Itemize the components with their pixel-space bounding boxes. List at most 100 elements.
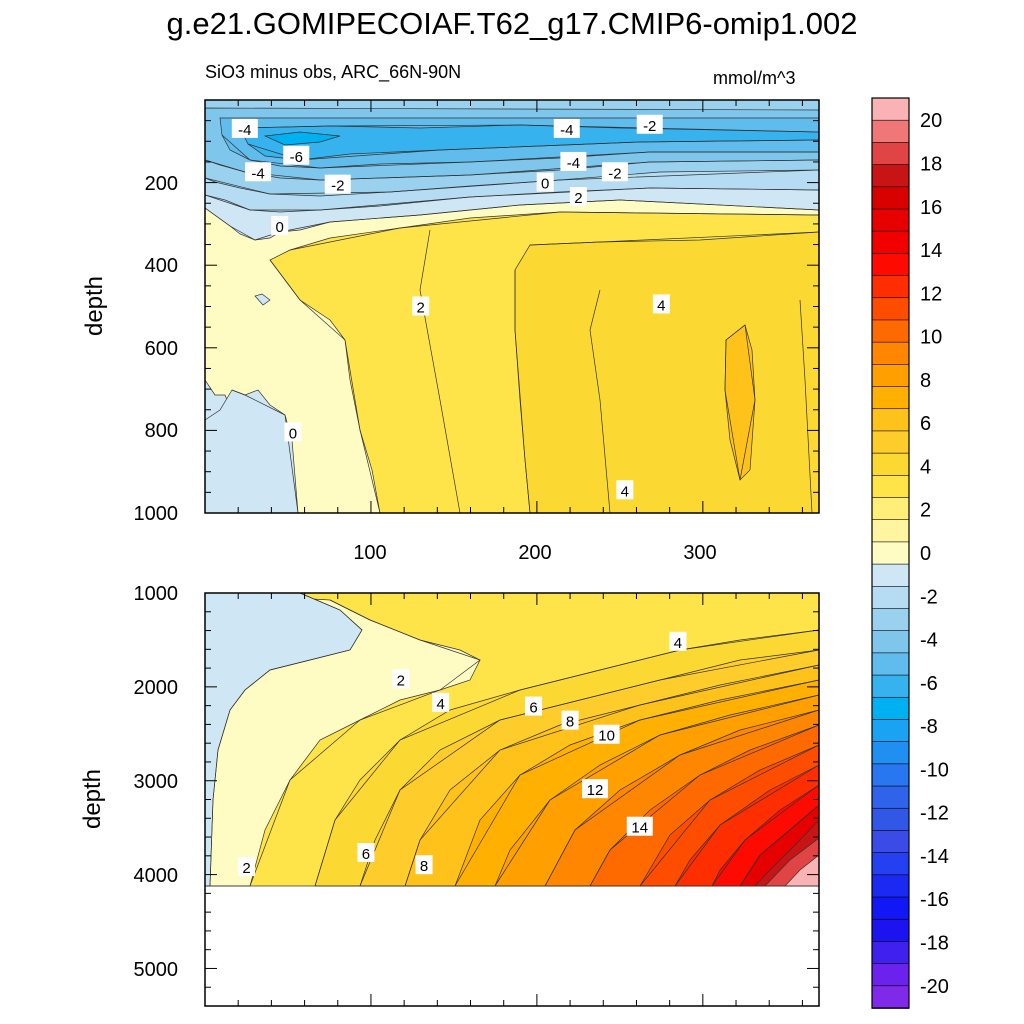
colorbar-swatch (871, 985, 910, 1009)
colorbar-swatch (871, 408, 910, 432)
colorbar-swatch (871, 142, 910, 166)
contour-label-text: 8 (566, 714, 574, 731)
panel-subtitle: SiO3 minus obs, ARC_66N-90N (205, 62, 462, 82)
colorbar-label: -8 (920, 716, 938, 738)
colorbar-label: 0 (920, 543, 931, 565)
contour-label: 0 (284, 422, 302, 442)
colorbar-swatch (871, 874, 910, 898)
contour-label-text: 6 (362, 846, 370, 863)
colorbar-swatch (871, 852, 910, 876)
y-tick-label: 400 (145, 255, 178, 277)
contour-label-text: 0 (276, 219, 284, 236)
colorbar-swatch (871, 941, 910, 965)
contour-label: 4 (652, 294, 670, 314)
colorbar-swatch (871, 297, 910, 321)
colorbar-label: 18 (920, 153, 942, 175)
contour-label: 8 (415, 855, 433, 875)
colorbar-label: -14 (920, 846, 949, 868)
colorbar-swatch (871, 896, 910, 921)
y-tick-label: 2000 (134, 677, 179, 699)
colorbar-swatch (871, 497, 910, 521)
y-tick-label: 200 (145, 173, 178, 195)
contour-label: -4 (560, 151, 587, 172)
contour-label: 6 (357, 843, 375, 863)
contour-label: 8 (561, 710, 579, 731)
colorbar-label: 14 (920, 240, 942, 262)
colorbar-swatch (871, 719, 910, 743)
colorbar-swatch (871, 585, 910, 610)
upper-x-tick-labels: 100 200 300 (353, 542, 716, 564)
contour-label-text: 12 (587, 782, 604, 799)
contour-label-text: 2 (242, 860, 250, 877)
upper-contour-labels: -4 -4 -2 -6 -4 -2 -4 -2 0 2 0 2 4 0 4 (231, 114, 670, 500)
contour-label-text: 14 (631, 820, 648, 837)
contour-label: -4 (553, 118, 580, 139)
units-label: mmol/m^3 (713, 68, 796, 88)
colorbar-swatch (871, 230, 910, 255)
colorbar-swatch (871, 253, 910, 277)
contour-label: -2 (324, 174, 351, 195)
colorbar-label: 8 (920, 370, 931, 392)
contour-label: 2 (412, 296, 430, 317)
contour-label: -2 (601, 162, 628, 182)
x-tick-label: 100 (353, 542, 386, 564)
contour-label: 2 (392, 669, 410, 689)
y-tick-label: 1000 (134, 503, 179, 525)
colorbar-swatch (871, 652, 910, 676)
colorbar-swatch (871, 452, 910, 477)
contour-label-text: -2 (331, 178, 344, 195)
colorbar-swatch (871, 386, 910, 410)
colorbar-label: 4 (920, 456, 931, 478)
colorbar-swatch (871, 918, 910, 943)
contour-label-text: -4 (560, 122, 573, 139)
contour-label: -4 (245, 162, 272, 182)
colorbar-label: -6 (920, 673, 938, 695)
contour-label-text: 4 (657, 297, 665, 314)
colorbar-label: -4 (920, 630, 938, 652)
colorbar-swatch (871, 630, 910, 654)
colorbar-swatch (871, 119, 910, 144)
contour-label: -2 (636, 114, 663, 135)
contour-label-text: 6 (529, 700, 537, 717)
y-tick-label: 4000 (134, 865, 179, 887)
upper-y-axis-label: depth (81, 276, 108, 336)
colorbar-swatch (871, 164, 910, 188)
contour-label-text: 4 (436, 696, 444, 713)
colorbar-swatch (871, 475, 910, 499)
y-tick-label: 800 (145, 420, 178, 442)
upper-y-tick-labels: 200 400 600 800 1000 (134, 173, 179, 525)
contour-label-text: -4 (238, 122, 251, 139)
colorbar-label: -16 (920, 889, 949, 911)
contour-label: 0 (536, 172, 554, 193)
contour-label-text: -6 (290, 149, 303, 166)
contour-label: 2 (569, 187, 587, 207)
colorbar-swatch (871, 830, 910, 854)
contour-label-text: 4 (621, 483, 629, 500)
colorbar-swatch (871, 563, 910, 588)
colorbar-swatch (871, 541, 910, 565)
contour-label-text: -2 (608, 165, 621, 182)
colorbar-label: 6 (920, 413, 931, 435)
contour-label: -4 (231, 118, 258, 139)
contour-label: 10 (593, 724, 620, 745)
colorbar: 20181614121086420-2-4-6-8-10-12-14-16-18… (871, 97, 949, 1009)
colorbar-frame (871, 97, 910, 1009)
colorbar-swatch (871, 186, 910, 210)
contour-label: -6 (283, 145, 310, 166)
contour-label: 4 (616, 480, 634, 500)
colorbar-swatch (871, 785, 910, 810)
y-tick-label: 600 (145, 338, 178, 360)
colorbar-label: 2 (920, 500, 931, 522)
colorbar-label: -10 (920, 759, 949, 781)
colorbar-swatch (871, 741, 910, 765)
colorbar-swatch (871, 341, 910, 366)
contour-label: 12 (581, 779, 608, 799)
contour-label-text: -4 (251, 165, 264, 182)
upper-panel-field (205, 100, 819, 513)
colorbar-label: 20 (920, 110, 942, 132)
colorbar-swatch (871, 430, 910, 454)
contour-label: 6 (525, 696, 543, 717)
colorbar-swatch (871, 608, 910, 632)
colorbar-label: -20 (920, 976, 949, 998)
